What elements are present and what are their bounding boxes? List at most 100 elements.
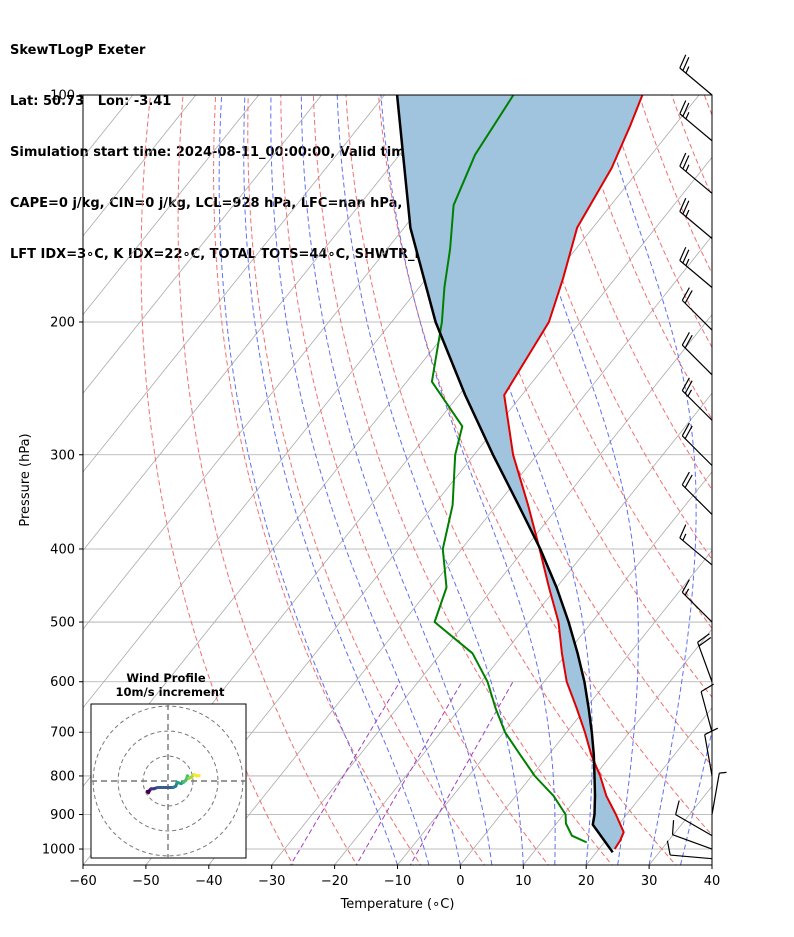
dry-adiabat-line: [443, 95, 712, 698]
moist-adiabat-line: [336, 95, 524, 865]
mixing-ratio-line: [355, 681, 463, 865]
isotherm-line: [522, 628, 712, 865]
parcel-area-fill: [397, 95, 643, 849]
wind-barb: [675, 800, 713, 837]
dry-adiabat-line: [312, 95, 613, 865]
moist-adiabat-line: [680, 729, 712, 865]
dry-adiabat-line: [671, 95, 712, 198]
x-tick-label: 40: [704, 874, 721, 889]
moist-adiabat-line: [243, 95, 430, 865]
wind-barb: [681, 287, 713, 331]
y-tick-label: 100: [50, 89, 75, 104]
y-tick-label: 1000: [42, 843, 75, 858]
isotherm-line: [460, 549, 712, 865]
wind-barb: [679, 100, 713, 142]
hodograph: [91, 704, 246, 858]
wind-barb: [704, 727, 719, 777]
wind-barb: [697, 633, 713, 682]
y-tick-label: 400: [50, 542, 75, 557]
wind-barb: [681, 422, 713, 466]
isotherm-line: [83, 95, 511, 630]
x-tick-label: −60: [69, 874, 96, 889]
wind-profile-inset: Wind Profile 10m/s increment: [90, 671, 247, 859]
wind-barb: [679, 524, 713, 566]
moist-adiabat-line: [505, 95, 639, 865]
isotherm-line: [83, 95, 322, 394]
isotherm-line: [0, 95, 70, 865]
y-tick-label: 500: [50, 616, 75, 631]
moist-adiabat-line: [597, 95, 697, 865]
dry-adiabat-line: [638, 95, 712, 275]
moist-adiabat-line: [300, 95, 493, 865]
x-tick-label: 20: [578, 874, 595, 889]
wind-barb: [679, 246, 713, 288]
inset-subtitle: 10m/s increment: [116, 685, 225, 699]
dry-adiabat-line: [762, 78, 794, 868]
background-lines: [0, 78, 794, 868]
dry-adiabat-line: [280, 95, 549, 865]
dry-adiabat-line: [475, 95, 712, 630]
inset-title: Wind Profile: [126, 671, 206, 685]
dry-adiabat-line: [247, 95, 486, 865]
y-tick-label: 700: [50, 726, 75, 741]
x-tick-label: 10: [515, 874, 532, 889]
dry-adiabat-line: [213, 95, 422, 865]
title-line-station: SkewTLogP Exeter: [10, 43, 146, 58]
x-axis-label: Temperature (∘C): [340, 897, 455, 912]
title-line-location: Lat: 50.73 Lon: -3.41: [10, 94, 172, 109]
wind-barb: [711, 771, 727, 815]
x-tick-label: −10: [384, 874, 411, 889]
wind-barbs: [666, 54, 727, 860]
wind-barb: [681, 471, 713, 515]
dry-adiabat-line: [345, 95, 677, 865]
profile-lines: [395, 95, 644, 854]
wind-barb: [666, 840, 713, 860]
temperature-line: [503, 95, 644, 850]
wind-barb: [700, 683, 714, 733]
axes: −60 −50 −40 −30 −20 −10 0 10 20 30 40 100 200 300 400 5…: [42, 89, 720, 890]
dry-adiabat-line: [177, 95, 358, 865]
parcel-line: [395, 95, 614, 854]
wind-barb: [681, 579, 713, 623]
isotherm-line: [83, 95, 385, 473]
hodograph-ring: [117, 730, 219, 832]
y-tick-label: 800: [50, 769, 75, 784]
y-tick-label: 300: [50, 448, 75, 463]
y-axis-label: Pressure (hPa): [18, 433, 33, 526]
mixing-ratio-line: [409, 681, 514, 865]
dry-adiabat-line: [703, 95, 712, 117]
wind-barb: [679, 152, 713, 194]
x-tick-label: 0: [456, 874, 464, 889]
dry-adiabat-line: [540, 95, 712, 491]
isotherm-line: [711, 864, 712, 865]
y-tick-label: 900: [50, 808, 75, 823]
x-tick-label: 30: [641, 874, 658, 889]
moist-adiabat-line: [218, 95, 398, 865]
x-tick-label: −40: [195, 874, 222, 889]
moist-adiabat-line: [270, 95, 461, 865]
wind-barb: [679, 54, 713, 96]
wind-barb: [681, 377, 713, 421]
y-tick-label: 200: [50, 315, 75, 330]
isotherm-line: [83, 95, 260, 316]
wind-barb: [679, 197, 713, 239]
isotherm-line: [585, 707, 712, 865]
dewpoint-line: [430, 95, 588, 844]
moist-adiabat-line: [711, 862, 712, 865]
dry-adiabat-line: [730, 78, 794, 868]
isotherm-line: [334, 392, 712, 865]
x-tick-label: −30: [258, 874, 285, 889]
x-tick-label: −20: [321, 874, 348, 889]
isotherm-line: [83, 95, 197, 237]
y-tick-label: 600: [50, 675, 75, 690]
wind-barb: [681, 332, 713, 376]
isotherm-line: [648, 785, 712, 865]
dry-adiabat-line: [140, 95, 294, 865]
moist-adiabat-line: [380, 95, 556, 865]
x-tick-label: −50: [132, 874, 159, 889]
dry-adiabat-line: [573, 95, 712, 421]
isotherm-line: [271, 313, 712, 865]
mixing-ratio-line: [290, 681, 401, 865]
isotherm-line: [83, 95, 448, 552]
